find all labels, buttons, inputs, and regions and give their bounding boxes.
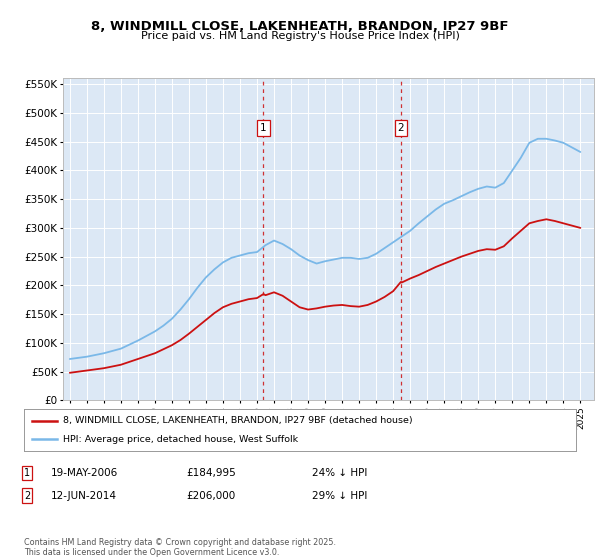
- Text: 8, WINDMILL CLOSE, LAKENHEATH, BRANDON, IP27 9BF: 8, WINDMILL CLOSE, LAKENHEATH, BRANDON, …: [91, 20, 509, 32]
- Text: Contains HM Land Registry data © Crown copyright and database right 2025.
This d: Contains HM Land Registry data © Crown c…: [24, 538, 336, 557]
- Text: Price paid vs. HM Land Registry's House Price Index (HPI): Price paid vs. HM Land Registry's House …: [140, 31, 460, 41]
- Text: 29% ↓ HPI: 29% ↓ HPI: [312, 491, 367, 501]
- Text: 24% ↓ HPI: 24% ↓ HPI: [312, 468, 367, 478]
- Text: £206,000: £206,000: [186, 491, 235, 501]
- Text: 2: 2: [398, 123, 404, 133]
- Text: 1: 1: [24, 468, 30, 478]
- Text: 1: 1: [260, 123, 267, 133]
- Text: 12-JUN-2014: 12-JUN-2014: [51, 491, 117, 501]
- Text: 19-MAY-2006: 19-MAY-2006: [51, 468, 118, 478]
- Text: 8, WINDMILL CLOSE, LAKENHEATH, BRANDON, IP27 9BF (detached house): 8, WINDMILL CLOSE, LAKENHEATH, BRANDON, …: [62, 416, 412, 425]
- Text: 2: 2: [24, 491, 30, 501]
- Text: £184,995: £184,995: [186, 468, 236, 478]
- Text: HPI: Average price, detached house, West Suffolk: HPI: Average price, detached house, West…: [62, 435, 298, 444]
